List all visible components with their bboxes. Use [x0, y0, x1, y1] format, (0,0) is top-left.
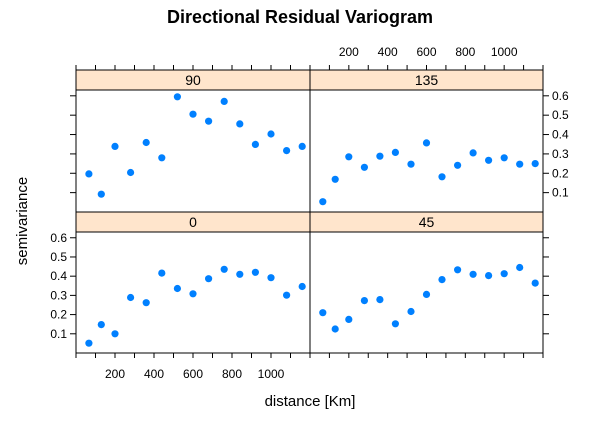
- point-135-7: [422, 139, 431, 147]
- y-tick-label-right-3: 0.4: [552, 128, 569, 142]
- point-0-11: [251, 268, 259, 276]
- y-tick-label-right-1: 0.2: [552, 166, 569, 180]
- panel-90: [75, 89, 311, 213]
- point-45-0: [319, 309, 327, 317]
- point-135-14: [531, 160, 539, 168]
- point-90-8: [205, 117, 213, 125]
- point-135-13: [516, 160, 524, 168]
- point-45-4: [376, 296, 384, 304]
- point-135-2: [345, 153, 353, 161]
- x-tick-label-bottom-4: 1000: [258, 367, 285, 381]
- y-tick-label-right-0: 0.1: [552, 186, 569, 200]
- point-0-5: [158, 269, 166, 277]
- point-0-9: [220, 265, 228, 273]
- x-tick-label-top-4: 1000: [491, 45, 518, 59]
- point-45-9: [454, 266, 462, 274]
- point-0-0: [85, 339, 93, 347]
- x-tick-label-bottom-2: 600: [183, 367, 203, 381]
- point-0-12: [267, 274, 275, 282]
- x-tick-label-bottom-3: 800: [222, 367, 242, 381]
- x-tick-label-bottom-1: 400: [144, 367, 164, 381]
- point-90-6: [173, 93, 181, 101]
- point-135-11: [485, 156, 493, 164]
- point-90-14: [298, 142, 306, 150]
- point-0-4: [142, 299, 150, 307]
- point-45-1: [331, 325, 339, 333]
- y-tick-label-right-5: 0.6: [552, 89, 569, 103]
- point-0-7: [189, 290, 197, 298]
- strip-label-135: 135: [415, 72, 439, 88]
- strip-label-90: 90: [185, 72, 201, 88]
- point-90-0: [85, 170, 93, 178]
- x-axis-label: distance [Km]: [265, 393, 356, 410]
- point-90-4: [142, 138, 150, 147]
- strip-label-0: 0: [189, 214, 197, 230]
- point-45-12: [500, 270, 508, 278]
- point-0-1: [97, 321, 105, 329]
- point-45-2: [345, 315, 353, 323]
- point-90-7: [189, 110, 197, 118]
- point-135-10: [469, 149, 477, 157]
- point-135-5: [391, 148, 399, 156]
- point-90-5: [158, 154, 166, 162]
- point-135-6: [407, 160, 415, 168]
- point-45-10: [469, 270, 477, 278]
- point-135-4: [376, 152, 384, 160]
- point-135-12: [500, 154, 508, 162]
- point-90-3: [127, 168, 135, 177]
- point-135-1: [331, 175, 339, 183]
- point-90-10: [236, 120, 244, 128]
- y-tick-label-left-0: 0.1: [50, 327, 67, 341]
- point-90-12: [267, 130, 275, 138]
- point-90-13: [283, 147, 291, 155]
- x-tick-label-bottom-0: 200: [105, 367, 125, 381]
- point-45-3: [360, 297, 368, 305]
- point-45-11: [485, 272, 493, 280]
- x-tick-label-top-0: 200: [339, 45, 359, 59]
- x-tick-label-top-3: 800: [455, 45, 475, 59]
- x-tick-label-top-2: 600: [416, 45, 436, 59]
- point-0-2: [111, 330, 119, 338]
- point-45-5: [391, 320, 399, 328]
- point-135-3: [360, 163, 368, 171]
- point-45-8: [438, 276, 446, 284]
- point-0-6: [173, 284, 181, 293]
- point-135-9: [454, 161, 462, 169]
- point-45-13: [516, 263, 524, 272]
- panel-135: [309, 89, 544, 213]
- point-90-2: [111, 142, 119, 150]
- point-45-14: [531, 279, 539, 287]
- point-0-13: [283, 291, 291, 299]
- point-0-3: [127, 293, 135, 302]
- point-45-7: [422, 290, 431, 298]
- point-135-8: [438, 173, 446, 181]
- chart-title: Directional Residual Variogram: [167, 7, 433, 27]
- point-90-1: [97, 190, 105, 198]
- y-tick-label-left-1: 0.2: [50, 308, 67, 322]
- panel-grid: 90 135 0 45 200 200 400 400 600 600 800 800 1000 1000…: [50, 45, 569, 381]
- y-tick-label-right-4: 0.5: [552, 108, 569, 122]
- point-0-10: [236, 270, 244, 278]
- y-tick-label-left-2: 0.3: [50, 288, 67, 302]
- y-tick-label-left-3: 0.4: [50, 269, 67, 283]
- y-axis-label: semivariance: [14, 177, 31, 265]
- y-tick-label-left-4: 0.5: [50, 250, 67, 264]
- point-0-14: [298, 282, 306, 291]
- point-135-0: [319, 198, 327, 206]
- point-90-9: [220, 97, 228, 105]
- point-90-11: [251, 140, 259, 148]
- point-45-6: [407, 307, 415, 316]
- point-0-8: [205, 275, 213, 283]
- x-tick-label-top-1: 400: [378, 45, 398, 59]
- strip-label-45: 45: [419, 214, 435, 230]
- y-tick-label-right-2: 0.3: [552, 147, 569, 161]
- y-tick-label-left-5: 0.6: [50, 231, 67, 245]
